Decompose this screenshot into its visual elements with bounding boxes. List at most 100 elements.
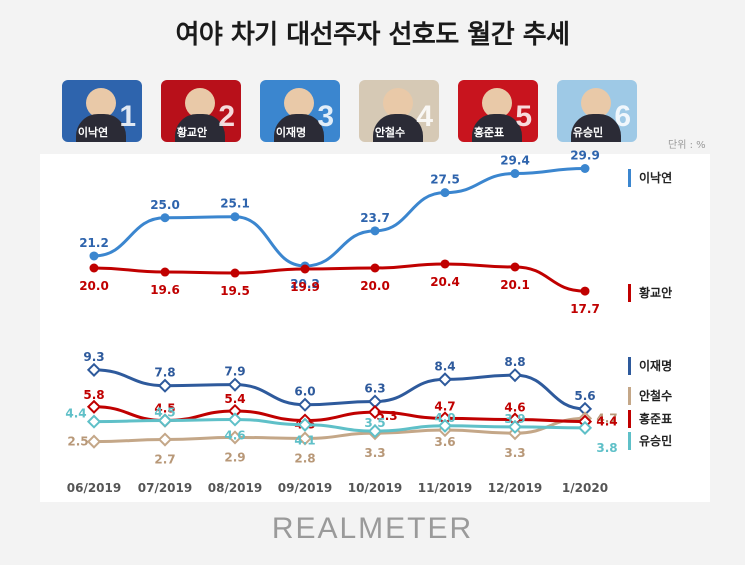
data-point [160, 213, 170, 223]
data-point [577, 420, 593, 435]
candidate-rank: 6 [614, 100, 631, 133]
x-tick-label: 10/2019 [348, 481, 402, 495]
data-label: 19.9 [290, 280, 320, 294]
data-point [507, 419, 523, 434]
candidate-rank: 1 [119, 100, 136, 133]
data-label: 20.4 [430, 275, 460, 289]
data-point [300, 264, 310, 274]
x-tick-label: 12/2019 [488, 481, 542, 495]
data-label: 7.8 [154, 366, 175, 380]
data-label: 5.8 [83, 388, 104, 402]
data-label: 3.3 [504, 446, 525, 460]
candidate-name: 이재명 [275, 126, 307, 139]
data-label: 4.7 [434, 399, 455, 413]
x-tick-label: 06/2019 [67, 481, 121, 495]
data-point [437, 418, 453, 433]
legend-item: 유승민 [628, 432, 672, 450]
plot-panel [40, 154, 710, 502]
data-label: 19.5 [220, 284, 250, 298]
portrait-head [581, 88, 611, 118]
data-label: 25.0 [150, 198, 180, 212]
data-point [440, 188, 450, 198]
data-point [160, 267, 170, 277]
data-point [440, 259, 450, 269]
data-label: 8.4 [434, 359, 455, 373]
data-label: 6.3 [364, 382, 385, 396]
data-label: 17.7 [570, 302, 600, 316]
data-point [227, 377, 243, 392]
data-point [580, 286, 590, 296]
data-point [230, 212, 240, 222]
data-label: 3.6 [434, 435, 455, 449]
candidate-rank: 5 [515, 100, 532, 133]
data-label: 2.7 [154, 453, 175, 467]
legend-item: 안철수 [628, 387, 672, 405]
data-label: 20.0 [79, 279, 109, 293]
portrait-head [284, 88, 314, 118]
data-label: 3.5 [364, 416, 385, 430]
portrait-head [86, 88, 116, 118]
data-point [367, 424, 383, 439]
data-label: 29.9 [570, 149, 600, 163]
data-point [437, 411, 453, 426]
candidate-card-5: 5 홍준표 [458, 80, 538, 142]
data-point [86, 362, 102, 377]
legend-item: 이낙연 [628, 169, 672, 187]
x-tick-label: 11/2019 [418, 481, 472, 495]
data-label: 4.0 [434, 411, 455, 425]
data-point [370, 226, 380, 236]
portrait-body [274, 114, 324, 142]
data-label: 4.1 [294, 434, 315, 448]
candidate-card-4: 4 안철수 [359, 80, 439, 142]
data-point [157, 413, 173, 428]
data-label: 19.6 [150, 283, 180, 297]
data-label: 21.2 [79, 236, 109, 250]
candidate-name: 이낙연 [77, 126, 109, 139]
portrait-head [383, 88, 413, 118]
unit-label: 단위 : % [668, 140, 706, 151]
data-point [157, 378, 173, 393]
data-label: 7.9 [224, 365, 245, 379]
data-label: 3.3 [364, 446, 385, 460]
data-label: 23.7 [360, 211, 390, 225]
x-tick-label: 09/2019 [278, 481, 332, 495]
portrait-body [175, 114, 225, 142]
legend-item: 홍준표 [628, 410, 672, 428]
data-label: 4.7 [596, 411, 617, 425]
data-label: 4.5 [154, 406, 175, 420]
data-point [580, 164, 590, 174]
candidate-card-6: 6 유승민 [557, 80, 637, 142]
data-point [297, 431, 313, 446]
candidate-name: 황교안 [176, 126, 208, 139]
data-label: 9.3 [83, 350, 104, 364]
data-label: 5.4 [224, 392, 245, 406]
portrait-head [482, 88, 512, 118]
data-label: 2.9 [224, 450, 245, 464]
candidate-name: 홍준표 [473, 126, 505, 139]
data-point [577, 401, 593, 416]
x-tick-label: 1/2020 [562, 481, 608, 495]
data-point [297, 397, 313, 412]
x-tick-label: 07/2019 [138, 481, 192, 495]
data-label: 4.4 [65, 407, 86, 421]
data-label: 20.2 [290, 277, 320, 291]
chart-title: 여야 차기 대선주자 선호도 월간 추세 [175, 20, 570, 50]
series-line [93, 417, 586, 433]
x-tick-label: 08/2019 [208, 481, 262, 495]
data-point [157, 432, 173, 447]
data-label: 4.4 [596, 415, 617, 429]
candidate-rank: 3 [317, 100, 334, 133]
candidate-name: 안철수 [374, 126, 406, 139]
portrait-body [373, 114, 423, 142]
data-point [297, 417, 313, 432]
data-label: 4.5 [154, 402, 175, 416]
data-point [367, 405, 383, 420]
data-label: 29.4 [500, 154, 530, 168]
data-point [86, 399, 102, 414]
data-point [86, 414, 102, 429]
data-label: 2.8 [294, 451, 315, 465]
candidate-name: 유승민 [572, 126, 604, 139]
candidate-card-2: 2 황교안 [161, 80, 241, 142]
portrait-body [571, 114, 621, 142]
